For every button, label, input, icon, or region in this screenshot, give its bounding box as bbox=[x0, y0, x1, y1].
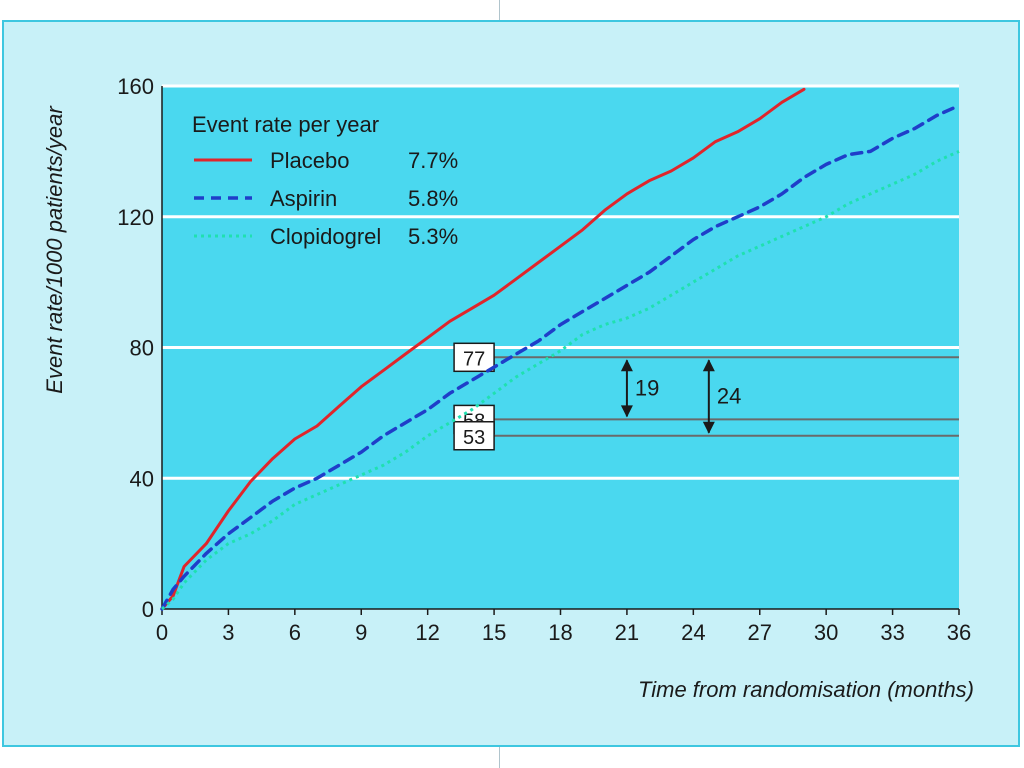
x-tick-label: 0 bbox=[156, 620, 168, 645]
x-tick-label: 3 bbox=[222, 620, 234, 645]
series-line-clopidogrel bbox=[161, 150, 960, 611]
difference-arrowhead-up bbox=[702, 359, 715, 372]
difference-label: 24 bbox=[717, 384, 741, 409]
level-label: 53 bbox=[463, 427, 485, 449]
legend-entry-rate: 5.8% bbox=[408, 186, 458, 211]
level-label-box bbox=[453, 421, 495, 451]
y-tick-label: 80 bbox=[130, 336, 154, 361]
legend-entry-rate: 7.7% bbox=[408, 148, 458, 173]
legend-entry-name: Aspirin bbox=[270, 186, 337, 211]
difference-arrowhead-up bbox=[620, 359, 633, 372]
x-tick-label: 9 bbox=[355, 620, 367, 645]
level-label-box bbox=[453, 342, 495, 373]
page-divider-top bbox=[499, 0, 500, 20]
x-tick-label: 21 bbox=[615, 620, 639, 645]
y-tick-label: 0 bbox=[142, 597, 154, 622]
x-tick-label: 36 bbox=[947, 620, 971, 645]
y-tick-label: 120 bbox=[117, 205, 154, 230]
legend-entry-rate: 5.3% bbox=[408, 224, 458, 249]
legend-entry-name: Placebo bbox=[270, 148, 350, 173]
y-tick-label: 160 bbox=[117, 74, 154, 99]
difference-label: 19 bbox=[635, 375, 659, 400]
level-label: 77 bbox=[463, 348, 485, 370]
x-axis-label: Time from randomisation (months) bbox=[638, 677, 974, 702]
difference-arrowhead-down bbox=[702, 421, 715, 434]
legend-entry-name: Clopidogrel bbox=[270, 224, 381, 249]
x-tick-label: 18 bbox=[548, 620, 572, 645]
x-tick-label: 30 bbox=[814, 620, 838, 645]
series-line-placebo bbox=[160, 87, 806, 611]
x-tick-label: 15 bbox=[482, 620, 506, 645]
x-tick-label: 6 bbox=[289, 620, 301, 645]
series-line-aspirin bbox=[160, 103, 961, 611]
x-tick-label: 27 bbox=[748, 620, 772, 645]
x-tick-label: 12 bbox=[415, 620, 439, 645]
y-axis-label: Event rate/1000 patients/year bbox=[42, 105, 67, 394]
y-tick-label: 40 bbox=[130, 466, 154, 491]
x-tick-label: 24 bbox=[681, 620, 705, 645]
x-tick-label: 33 bbox=[880, 620, 904, 645]
difference-arrowhead-down bbox=[620, 405, 633, 418]
page-divider-bottom bbox=[499, 747, 500, 768]
legend-title: Event rate per year bbox=[192, 112, 379, 137]
